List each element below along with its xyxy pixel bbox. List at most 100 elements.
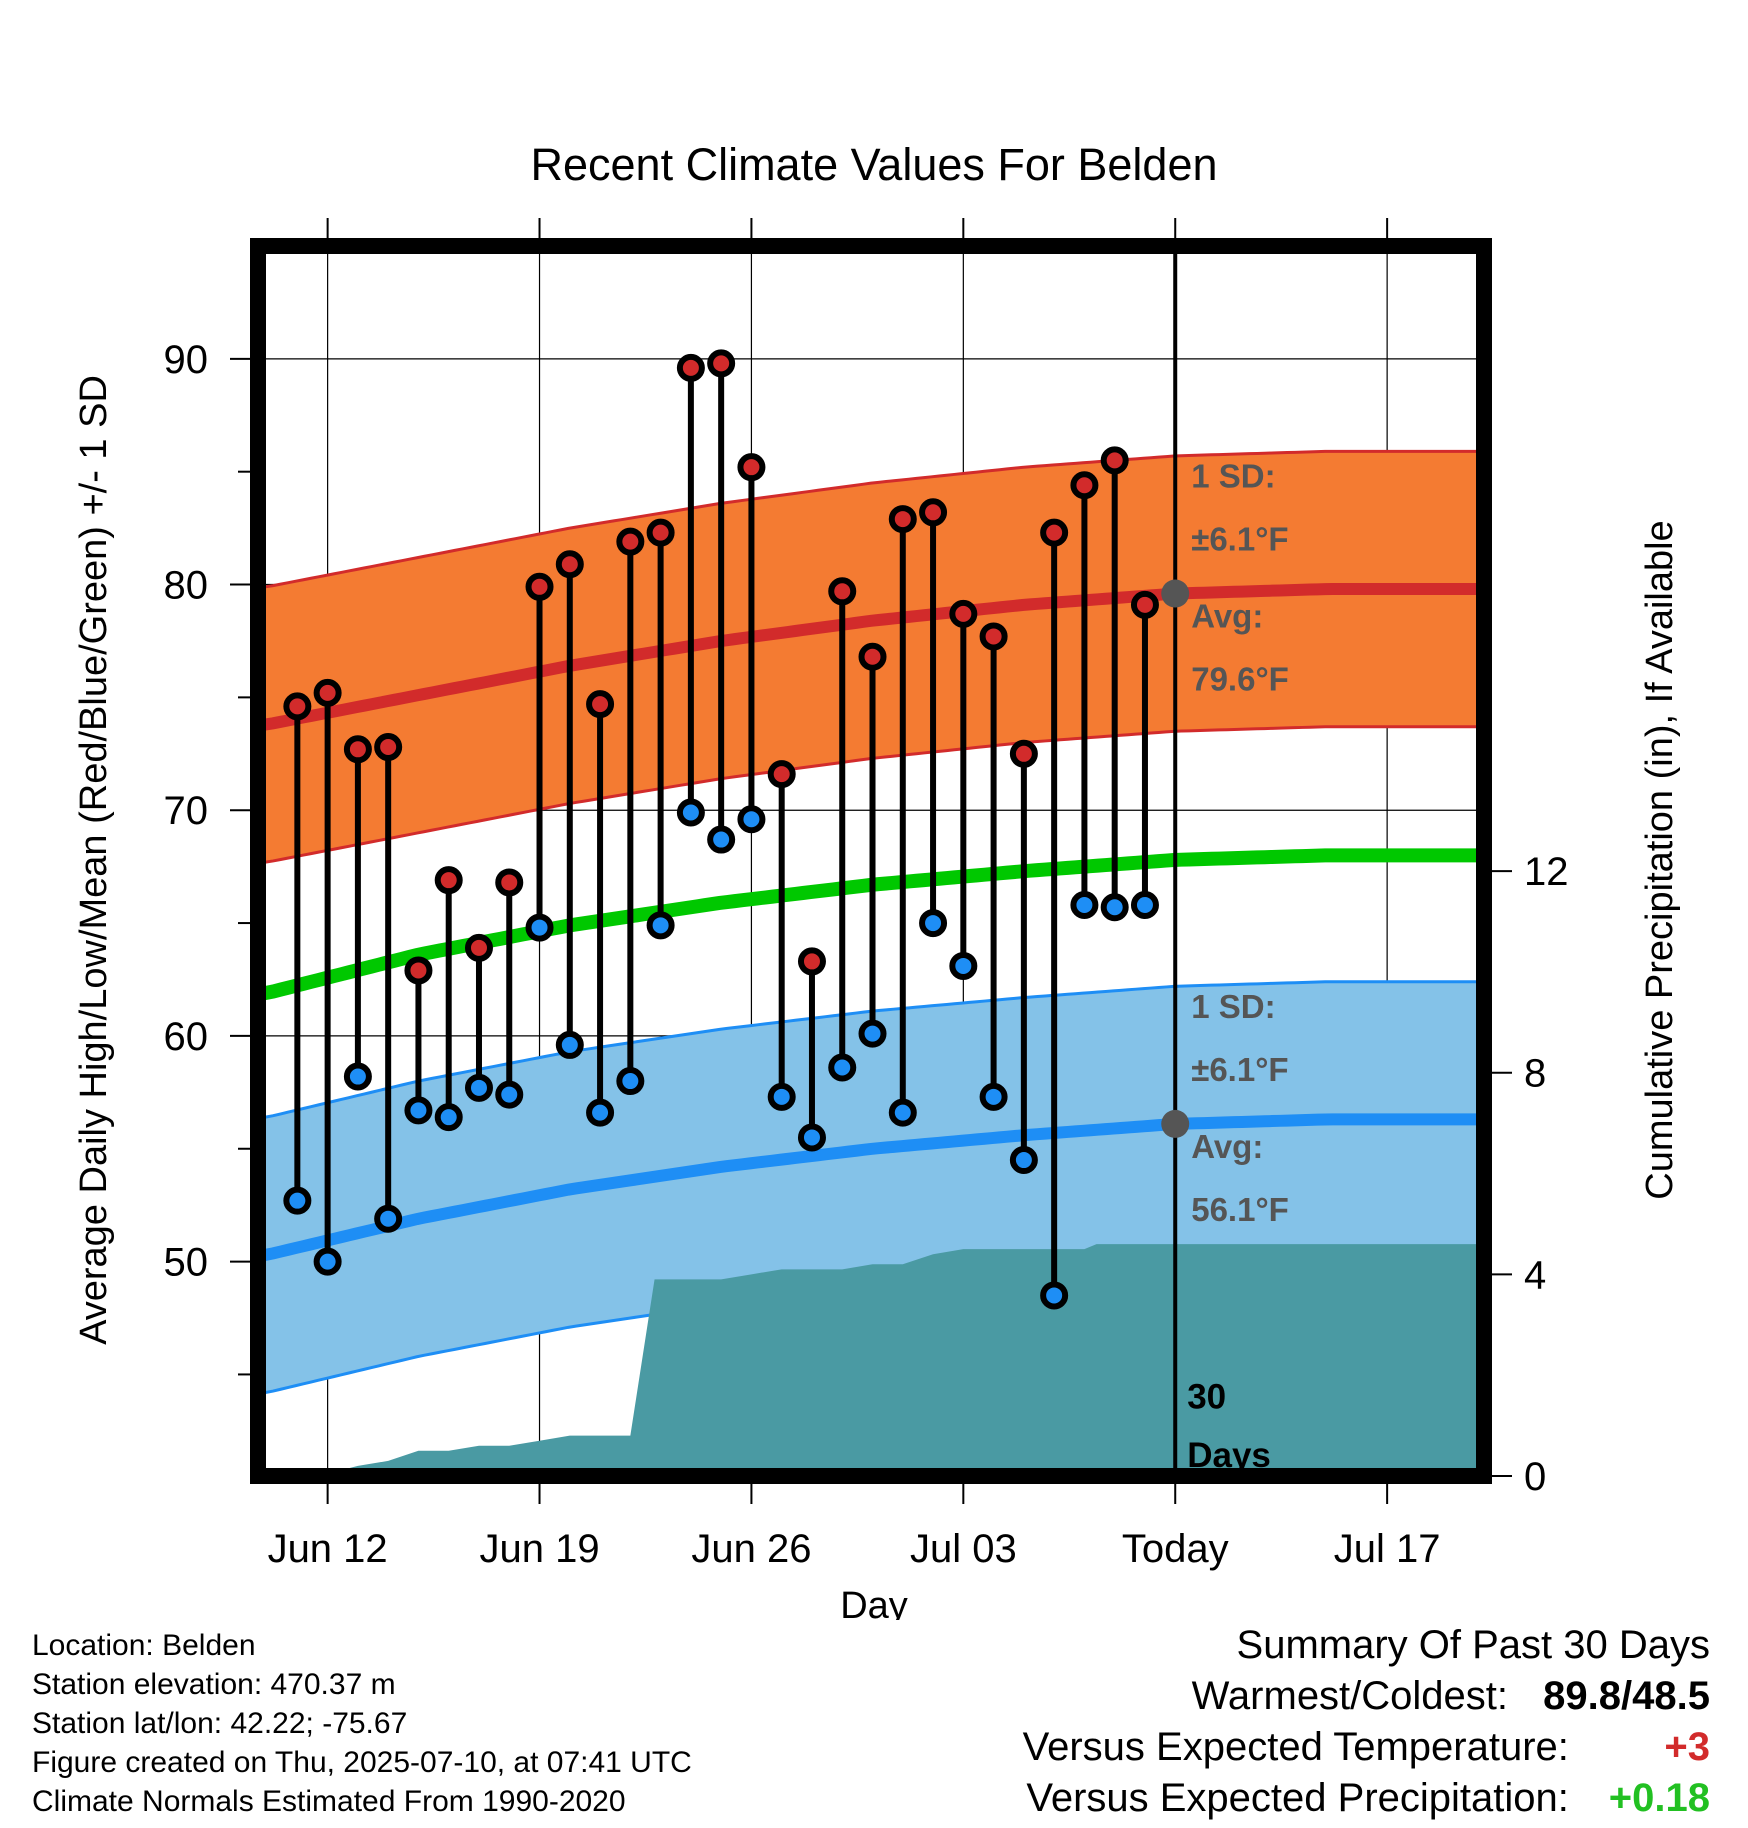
daily-high-point bbox=[646, 518, 675, 547]
daily-high-point bbox=[767, 760, 796, 789]
y-tick-label: 70 bbox=[164, 789, 209, 833]
summary-panel: Summary Of Past 30 Days Warmest/Coldest:… bbox=[1023, 1620, 1710, 1824]
temp-anomaly-row: Versus Expected Temperature: +3 bbox=[1023, 1722, 1710, 1773]
daily-high-point bbox=[676, 353, 705, 382]
daily-high-point bbox=[919, 498, 948, 527]
high-sd-band-upper-edge bbox=[258, 449, 1484, 589]
precip-area bbox=[318, 1244, 1478, 1476]
x-tick-label: Jul 03 bbox=[910, 1527, 1017, 1571]
today-days-label-line1: 30 bbox=[1187, 1377, 1226, 1416]
daily-high-point bbox=[858, 642, 887, 671]
daily-low-point bbox=[919, 909, 948, 938]
location-text: Location: Belden bbox=[32, 1629, 256, 1662]
x-axis-label: Day bbox=[840, 1585, 908, 1620]
daily-high-point bbox=[283, 692, 312, 721]
daily-low-point bbox=[797, 1123, 826, 1152]
low-sd-label: 1 SD: bbox=[1191, 988, 1275, 1025]
y2-tick-label: 4 bbox=[1524, 1253, 1546, 1297]
x-tick-label: Jun 12 bbox=[268, 1527, 388, 1571]
daily-low-point bbox=[616, 1067, 645, 1096]
high-sd-label: 1 SD: bbox=[1191, 457, 1275, 494]
created-text: Figure created on Thu, 2025-07-10, at 07… bbox=[32, 1746, 692, 1779]
daily-high-point bbox=[979, 622, 1008, 651]
daily-low-point bbox=[313, 1247, 342, 1276]
daily-high-point bbox=[434, 866, 463, 895]
daily-low-point bbox=[1040, 1281, 1069, 1310]
daily-high-point bbox=[797, 947, 826, 976]
plot-frame bbox=[250, 238, 1492, 1484]
y-axis-label: Average Daily High/Low/Mean (Red/Blue/Gr… bbox=[73, 375, 115, 1345]
daily-low-point bbox=[1070, 891, 1099, 920]
daily-low-point bbox=[555, 1030, 584, 1059]
y-tick-label: 60 bbox=[164, 1015, 209, 1059]
low-sd-band bbox=[258, 981, 1484, 1393]
latlon-text: Station lat/lon: 42.22; -75.67 bbox=[32, 1707, 408, 1740]
daily-low-point bbox=[434, 1103, 463, 1132]
daily-low-point bbox=[283, 1186, 312, 1215]
daily-high-point bbox=[888, 505, 917, 534]
warm-cold-row: Warmest/Coldest: 89.8/48.5 bbox=[1023, 1671, 1710, 1722]
daily-low-point bbox=[888, 1098, 917, 1127]
chart-title: Recent Climate Values For Belden bbox=[531, 139, 1218, 190]
x-tick-label: Jul 17 bbox=[1334, 1527, 1441, 1571]
warm-cold-separator: / bbox=[1621, 1674, 1633, 1718]
daily-low-point bbox=[1009, 1146, 1038, 1175]
temp-anomaly-value: +3 bbox=[1664, 1725, 1710, 1769]
temp-anomaly-label: Versus Expected Temperature: bbox=[1022, 1725, 1569, 1769]
summary-heading: Summary Of Past 30 Days bbox=[1236, 1623, 1710, 1667]
daily-high-point bbox=[404, 956, 433, 985]
low-normal-line bbox=[258, 1113, 1484, 1261]
high-sd-value: ±6.1°F bbox=[1191, 521, 1288, 558]
daily-high-point bbox=[616, 527, 645, 556]
daily-high-point bbox=[707, 349, 736, 378]
low-sd-value: ±6.1°F bbox=[1191, 1051, 1288, 1088]
daily-low-point bbox=[737, 805, 766, 834]
daily-low-point bbox=[374, 1204, 403, 1233]
daily-high-point bbox=[464, 933, 493, 962]
daily-low-point bbox=[495, 1080, 524, 1109]
x-tick-label: Jun 19 bbox=[479, 1527, 599, 1571]
daily-high-point bbox=[1070, 471, 1099, 500]
high-normal-line bbox=[258, 583, 1484, 731]
daily-high-point bbox=[586, 690, 615, 719]
today-high-avg-marker bbox=[1161, 579, 1190, 608]
low-avg-value: 56.1°F bbox=[1191, 1191, 1289, 1228]
daily-low-point bbox=[707, 825, 736, 854]
y-tick-label: 90 bbox=[164, 338, 209, 382]
daily-high-point bbox=[1040, 518, 1069, 547]
precip-anomaly-label: Versus Expected Precipitation: bbox=[1026, 1776, 1569, 1820]
daily-low-point bbox=[676, 798, 705, 827]
y2-tick-label: 12 bbox=[1524, 850, 1569, 894]
daily-low-point bbox=[979, 1082, 1008, 1111]
daily-high-point bbox=[555, 550, 584, 579]
daily-low-point bbox=[525, 913, 554, 942]
precip-anomaly-value: +0.18 bbox=[1608, 1776, 1710, 1820]
daily-low-point bbox=[404, 1096, 433, 1125]
daily-low-point bbox=[858, 1019, 887, 1048]
low-avg-label: Avg: bbox=[1191, 1128, 1263, 1165]
elevation-text: Station elevation: 470.37 m bbox=[32, 1668, 396, 1701]
daily-high-point bbox=[1100, 446, 1129, 475]
normals-text: Climate Normals Estimated From 1990-2020 bbox=[32, 1785, 626, 1818]
y2-tick-label: 8 bbox=[1524, 1052, 1546, 1096]
x-tick-label: Jun 26 bbox=[691, 1527, 811, 1571]
high-avg-value: 79.6°F bbox=[1191, 661, 1289, 698]
precip-anomaly-row: Versus Expected Precipitation: +0.18 bbox=[1023, 1773, 1710, 1824]
daily-high-point bbox=[949, 599, 978, 628]
daily-low-point bbox=[1100, 893, 1129, 922]
today-low-avg-marker bbox=[1161, 1109, 1190, 1138]
daily-low-point bbox=[1130, 891, 1159, 920]
warmest-value: 89.8 bbox=[1543, 1674, 1622, 1718]
y2-tick-label: 0 bbox=[1524, 1455, 1546, 1499]
daily-high-point bbox=[1130, 590, 1159, 619]
daily-low-point bbox=[464, 1073, 493, 1102]
station-metadata: Location: Belden Station elevation: 470.… bbox=[32, 1626, 692, 1821]
warm-cold-label: Warmest/Coldest: bbox=[1191, 1674, 1509, 1718]
daily-high-point bbox=[525, 572, 554, 601]
y-tick-label: 50 bbox=[164, 1241, 209, 1285]
y-tick-label: 80 bbox=[164, 564, 209, 608]
daily-high-point bbox=[495, 868, 524, 897]
daily-high-point bbox=[313, 678, 342, 707]
daily-high-point bbox=[374, 733, 403, 762]
x-tick-label: Today bbox=[1122, 1527, 1229, 1571]
